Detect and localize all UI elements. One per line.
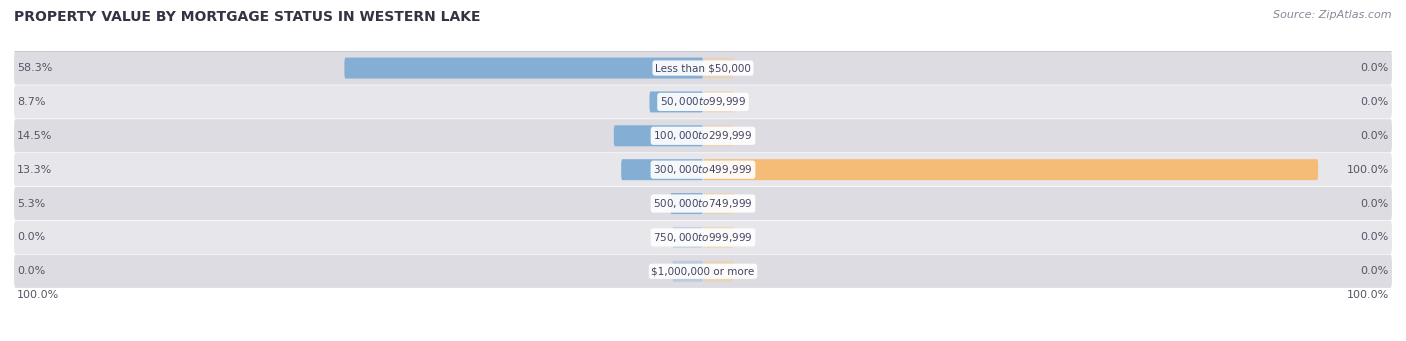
Text: $500,000 to $749,999: $500,000 to $749,999: [654, 197, 752, 210]
Text: 0.0%: 0.0%: [1361, 97, 1389, 107]
FancyBboxPatch shape: [14, 255, 1392, 288]
FancyBboxPatch shape: [650, 91, 703, 113]
Text: 0.0%: 0.0%: [1361, 198, 1389, 209]
Text: $1,000,000 or more: $1,000,000 or more: [651, 266, 755, 276]
Text: 5.3%: 5.3%: [17, 198, 45, 209]
Text: Less than $50,000: Less than $50,000: [655, 63, 751, 73]
FancyBboxPatch shape: [672, 261, 703, 282]
FancyBboxPatch shape: [621, 159, 703, 180]
Text: 58.3%: 58.3%: [17, 63, 52, 73]
Text: 0.0%: 0.0%: [1361, 131, 1389, 141]
FancyBboxPatch shape: [14, 119, 1392, 152]
FancyBboxPatch shape: [614, 125, 703, 146]
Text: 0.0%: 0.0%: [1361, 63, 1389, 73]
Text: $100,000 to $299,999: $100,000 to $299,999: [654, 129, 752, 142]
FancyBboxPatch shape: [14, 153, 1392, 186]
FancyBboxPatch shape: [703, 193, 734, 214]
FancyBboxPatch shape: [14, 51, 1392, 85]
FancyBboxPatch shape: [703, 58, 734, 78]
Text: 14.5%: 14.5%: [17, 131, 52, 141]
FancyBboxPatch shape: [344, 58, 703, 78]
FancyBboxPatch shape: [672, 227, 703, 248]
Text: 100.0%: 100.0%: [17, 290, 59, 300]
FancyBboxPatch shape: [14, 187, 1392, 220]
FancyBboxPatch shape: [14, 85, 1392, 119]
Text: 100.0%: 100.0%: [1347, 165, 1389, 175]
FancyBboxPatch shape: [703, 159, 1319, 180]
Text: 100.0%: 100.0%: [1347, 290, 1389, 300]
Text: 0.0%: 0.0%: [17, 266, 45, 276]
FancyBboxPatch shape: [703, 125, 734, 146]
FancyBboxPatch shape: [703, 227, 734, 248]
Text: 0.0%: 0.0%: [1361, 266, 1389, 276]
Text: $300,000 to $499,999: $300,000 to $499,999: [654, 163, 752, 176]
FancyBboxPatch shape: [703, 261, 734, 282]
Text: PROPERTY VALUE BY MORTGAGE STATUS IN WESTERN LAKE: PROPERTY VALUE BY MORTGAGE STATUS IN WES…: [14, 10, 481, 24]
Text: 0.0%: 0.0%: [1361, 233, 1389, 242]
FancyBboxPatch shape: [671, 193, 703, 214]
Text: Source: ZipAtlas.com: Source: ZipAtlas.com: [1274, 10, 1392, 20]
Text: 13.3%: 13.3%: [17, 165, 52, 175]
FancyBboxPatch shape: [14, 221, 1392, 254]
Text: 0.0%: 0.0%: [17, 233, 45, 242]
Text: $50,000 to $99,999: $50,000 to $99,999: [659, 95, 747, 108]
Text: 8.7%: 8.7%: [17, 97, 45, 107]
FancyBboxPatch shape: [703, 91, 734, 113]
Text: $750,000 to $999,999: $750,000 to $999,999: [654, 231, 752, 244]
